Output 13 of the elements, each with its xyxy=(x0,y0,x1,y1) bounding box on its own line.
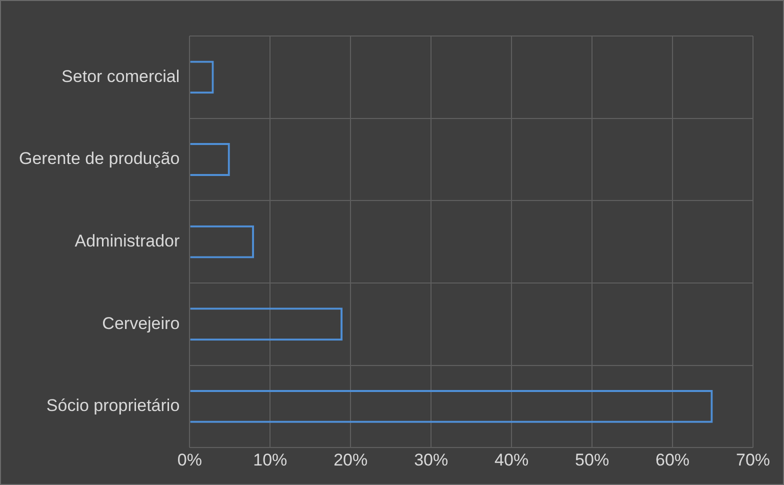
x-tick-label: 40% xyxy=(494,450,529,470)
x-tick-label: 30% xyxy=(414,450,448,470)
x-tick-label: 60% xyxy=(656,450,690,470)
y-tick-label: Gerente de produção xyxy=(19,149,180,168)
y-tick-label: Cervejeiro xyxy=(102,314,180,333)
x-tick-label: 0% xyxy=(177,450,202,470)
y-tick-label: Administrador xyxy=(74,231,180,250)
x-tick-label: 70% xyxy=(736,450,770,470)
x-tick-label: 10% xyxy=(253,450,288,470)
x-tick-label: 50% xyxy=(575,450,610,470)
x-tick-label: 20% xyxy=(334,450,368,470)
y-tick-label: Sócio proprietário xyxy=(46,396,180,416)
y-tick-label: Setor comercial xyxy=(62,66,180,86)
